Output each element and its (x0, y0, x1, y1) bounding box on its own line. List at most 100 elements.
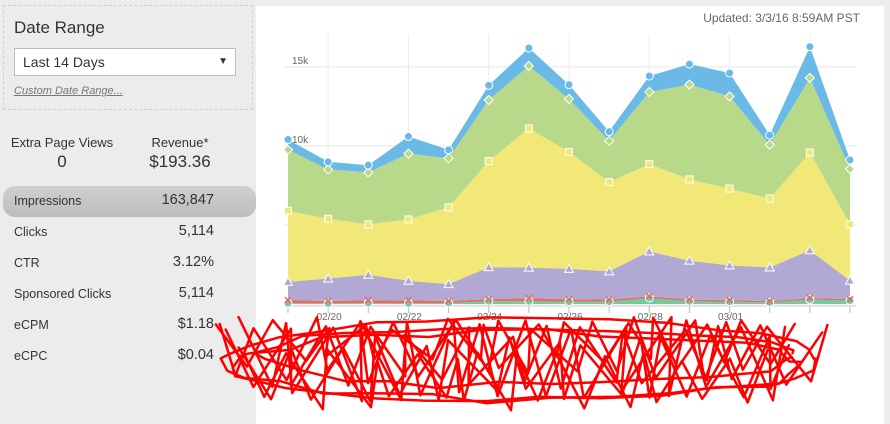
data-point-marker[interactable] (282, 144, 294, 156)
data-point-marker[interactable] (605, 296, 613, 304)
data-point-marker[interactable] (645, 292, 653, 300)
data-point-marker[interactable] (804, 72, 816, 84)
data-point-marker[interactable] (765, 130, 775, 140)
data-point-marker[interactable] (563, 93, 575, 105)
data-point-marker[interactable] (643, 245, 655, 256)
data-point-marker[interactable] (804, 244, 816, 255)
data-point-marker[interactable] (726, 296, 734, 304)
data-point-marker[interactable] (565, 295, 573, 303)
data-point-marker[interactable] (484, 80, 494, 90)
data-point-marker[interactable] (684, 255, 695, 265)
metric-row-ctr[interactable]: CTR 3.12% (0, 248, 256, 279)
data-point-marker[interactable] (403, 275, 414, 285)
data-point-marker[interactable] (844, 163, 856, 175)
data-point-marker[interactable] (363, 167, 374, 178)
data-point-marker[interactable] (484, 296, 494, 306)
data-point-marker[interactable] (604, 297, 614, 307)
data-point-marker[interactable] (805, 148, 814, 157)
metric-row-ecpm[interactable]: eCPM $1.18 (0, 310, 256, 341)
data-point-marker[interactable] (603, 265, 615, 276)
metric-row-clicks[interactable]: Clicks 5,114 (0, 217, 256, 248)
data-point-marker[interactable] (523, 262, 535, 272)
data-point-marker[interactable] (684, 59, 694, 69)
extra-page-views-label: Extra Page Views (10, 135, 114, 150)
data-point-marker[interactable] (725, 297, 735, 307)
data-point-marker[interactable] (362, 269, 374, 279)
data-point-marker[interactable] (525, 294, 533, 302)
data-point-marker[interactable] (404, 215, 413, 224)
data-point-marker[interactable] (764, 139, 775, 150)
data-point-marker[interactable] (444, 203, 453, 212)
data-point-marker[interactable] (564, 297, 574, 307)
data-point-marker[interactable] (284, 296, 292, 304)
data-point-marker[interactable] (645, 160, 654, 169)
data-point-marker[interactable] (404, 296, 412, 304)
metric-row-impressions[interactable]: Impressions 163,847 (3, 186, 256, 217)
revenue-label: Revenue* (151, 135, 209, 150)
data-point-marker[interactable] (764, 261, 776, 272)
data-point-marker[interactable] (805, 42, 815, 52)
data-point-marker[interactable] (445, 297, 453, 305)
custom-date-range-link[interactable]: Custom Date Range... (14, 85, 123, 97)
data-point-marker[interactable] (403, 132, 413, 142)
data-point-marker[interactable] (403, 148, 414, 159)
metric-row-sponsored-clicks[interactable]: Sponsored Clicks 5,114 (0, 279, 256, 310)
data-point-marker[interactable] (323, 298, 333, 308)
metric-row-ecpc[interactable]: eCPC $0.04 (0, 341, 256, 372)
data-point-marker[interactable] (844, 275, 856, 285)
data-point-marker[interactable] (282, 276, 294, 286)
data-point-marker[interactable] (524, 124, 533, 133)
data-point-marker[interactable] (324, 214, 333, 223)
data-point-marker[interactable] (724, 259, 735, 270)
data-point-marker[interactable] (364, 296, 372, 304)
data-point-marker[interactable] (644, 86, 655, 98)
data-point-marker[interactable] (684, 296, 694, 306)
data-point-marker[interactable] (484, 157, 493, 166)
data-point-marker[interactable] (323, 157, 333, 167)
x-tick-label: 02/20 (317, 312, 342, 323)
data-point-marker[interactable] (364, 220, 373, 229)
data-point-marker[interactable] (483, 94, 494, 106)
data-point-marker[interactable] (806, 294, 814, 302)
data-point-marker[interactable] (324, 297, 332, 305)
data-point-marker[interactable] (523, 60, 535, 72)
data-point-marker[interactable] (846, 220, 854, 229)
data-point-marker[interactable] (644, 293, 654, 303)
data-point-marker[interactable] (363, 160, 373, 170)
data-point-marker[interactable] (725, 68, 735, 78)
data-point-marker[interactable] (443, 278, 454, 289)
data-point-marker[interactable] (283, 135, 293, 145)
data-point-marker[interactable] (563, 263, 575, 273)
data-point-marker[interactable] (485, 295, 493, 303)
data-point-marker[interactable] (684, 79, 695, 90)
data-point-marker[interactable] (805, 295, 815, 305)
data-point-marker[interactable] (444, 298, 454, 308)
data-point-marker[interactable] (685, 175, 694, 184)
data-point-marker[interactable] (846, 295, 854, 303)
data-point-marker[interactable] (284, 206, 292, 215)
data-point-marker[interactable] (524, 43, 534, 53)
data-point-marker[interactable] (644, 71, 654, 81)
data-point-marker[interactable] (443, 153, 454, 164)
data-point-marker[interactable] (604, 127, 614, 137)
data-point-marker[interactable] (564, 80, 574, 90)
data-point-marker[interactable] (724, 91, 735, 102)
date-range-select[interactable]: Last 14 Days ▼ (14, 48, 236, 76)
data-point-marker[interactable] (845, 296, 855, 306)
data-point-marker[interactable] (685, 296, 693, 304)
extra-page-views-value: 0 (57, 152, 67, 171)
data-point-marker[interactable] (322, 273, 334, 283)
data-point-marker[interactable] (605, 178, 614, 187)
data-point-marker[interactable] (444, 145, 454, 155)
data-point-marker[interactable] (565, 147, 573, 156)
data-point-marker[interactable] (322, 164, 334, 175)
data-point-marker[interactable] (725, 184, 734, 193)
data-point-marker[interactable] (363, 298, 373, 308)
data-point-marker[interactable] (845, 155, 855, 165)
data-point-marker[interactable] (765, 297, 775, 307)
data-point-marker[interactable] (765, 194, 774, 203)
data-point-marker[interactable] (483, 261, 495, 272)
data-point-marker[interactable] (603, 135, 615, 147)
data-point-marker[interactable] (766, 297, 774, 305)
